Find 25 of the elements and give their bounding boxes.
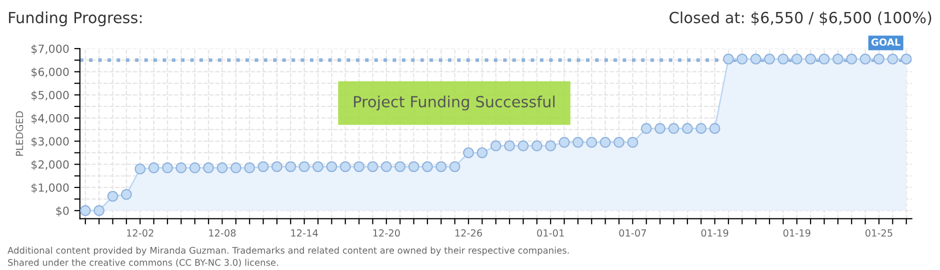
x-tick-label: 01-07 — [619, 229, 646, 237]
y-tick-label: $6,000 — [32, 68, 69, 78]
chart-subtitle: Closed at: $6,550 / $6,500 (100%) — [670, 12, 932, 26]
x-tick-label: 01-19 — [701, 229, 728, 237]
x-tick-label: 12-02 — [127, 229, 154, 237]
y-tick-label: $3,000 — [32, 136, 69, 148]
x-tick-label: 12-14 — [291, 229, 318, 237]
ref-line-label: GOAL — [871, 38, 900, 46]
y-tick-label: $0 — [56, 206, 69, 216]
x-tick-label: 12-20 — [373, 229, 400, 237]
x-tick-label: 12-08 — [209, 229, 236, 237]
text: Additional content provided by Miranda Guzman. Trademarks and related content are owned by their respective companies. — [8, 246, 569, 256]
y-tick-label: $5,000 — [32, 90, 69, 101]
y-tick-label: $1,000 — [32, 183, 69, 194]
y-tick-label: $4,000 — [32, 114, 69, 124]
y-tick-label: $2,000 — [32, 160, 69, 170]
x-tick-label: 01-01 — [537, 229, 564, 237]
x-tick-label: 01-25 — [865, 229, 892, 237]
y-tick-label: $7,000 — [32, 44, 69, 54]
x-tick-label: 01-19 — [783, 229, 810, 237]
chart-title: Funding Progress: — [9, 12, 142, 26]
annotation: Project Funding Successful — [354, 96, 555, 110]
y-axis-title: PLEDGED — [16, 111, 24, 156]
x-tick-label: 12-26 — [455, 229, 482, 237]
text: Shared under the creative commons (CC BY-NC 3.0) license. — [8, 258, 278, 267]
